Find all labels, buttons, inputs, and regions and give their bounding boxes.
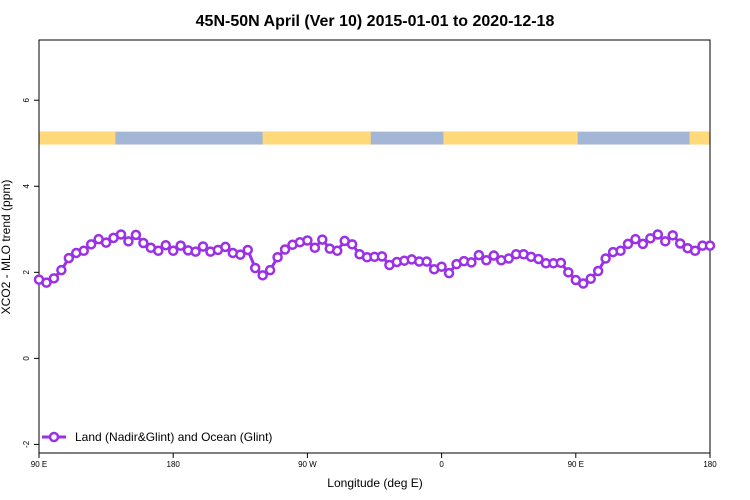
data-point — [674, 238, 686, 249]
data-point — [153, 245, 164, 257]
chart-title: 45N-50N April (Ver 10) 2015-01-01 to 202… — [196, 13, 555, 30]
data-point — [302, 235, 313, 246]
land-segment — [689, 131, 710, 145]
series-group — [33, 229, 716, 289]
ocean-band — [39, 131, 710, 145]
land-segment — [39, 131, 116, 145]
data-point — [317, 234, 328, 245]
y-tick-label: 0 — [22, 356, 31, 361]
land-ocean-band — [39, 131, 710, 145]
data-point — [630, 233, 641, 245]
data-point — [637, 238, 649, 250]
data-point — [503, 253, 514, 264]
land-segment — [443, 131, 578, 145]
land-segment — [262, 131, 371, 145]
data-point — [622, 238, 634, 250]
data-point — [175, 240, 186, 251]
data-point — [436, 261, 447, 272]
y-axis-label: XCO2 - MLO trend (ppm) — [0, 180, 13, 315]
x-axis: 90 E 180 90 W 0 90 E 180 — [31, 453, 717, 469]
data-point — [41, 277, 52, 288]
data-point — [48, 273, 60, 284]
data-point — [533, 253, 544, 265]
data-point — [257, 270, 268, 281]
data-point — [704, 240, 716, 251]
x-tick-label: 180 — [703, 460, 717, 469]
data-point — [346, 239, 358, 250]
y-tick-label: 6 — [22, 97, 31, 102]
data-point — [466, 257, 477, 268]
data-point — [279, 244, 291, 255]
data-point — [78, 245, 89, 257]
data-point — [376, 251, 388, 262]
data-point — [660, 236, 671, 247]
data-point — [197, 241, 209, 252]
x-tick-label: 90 W — [298, 460, 317, 469]
legend: Land (Nadir&Glint) and Ocean (Glint) — [42, 430, 272, 444]
data-point — [100, 237, 112, 248]
data-point — [473, 249, 485, 261]
legend-marker — [48, 431, 60, 443]
data-point — [615, 245, 626, 257]
data-point — [235, 249, 246, 260]
y-tick-label: 2 — [22, 270, 31, 275]
data-point — [578, 278, 589, 289]
data-point — [592, 265, 604, 277]
data-point — [272, 252, 283, 263]
x-tick-label: 0 — [439, 460, 444, 469]
data-point — [600, 253, 611, 264]
data-point — [652, 229, 664, 240]
data-point — [264, 264, 276, 276]
data-point — [421, 256, 432, 267]
data-point — [242, 244, 254, 256]
data-point — [689, 245, 701, 257]
y-tick-label: 4 — [22, 183, 31, 188]
data-point — [130, 229, 142, 241]
x-tick-label: 180 — [167, 460, 181, 469]
x-tick-label: 90 E — [31, 460, 47, 469]
y-axis: -2 0 2 4 6 — [22, 97, 39, 448]
data-point — [123, 236, 134, 247]
data-point — [563, 267, 574, 278]
data-point — [488, 250, 500, 261]
x-axis-label: Longitude (deg E) — [327, 476, 422, 490]
data-point — [220, 241, 231, 253]
data-point — [63, 252, 75, 264]
data-point — [331, 245, 343, 257]
data-point — [309, 242, 321, 254]
data-point — [249, 262, 261, 274]
data-point — [667, 230, 678, 241]
data-point — [115, 229, 127, 240]
data-point — [167, 245, 179, 257]
data-point — [585, 273, 596, 285]
data-point — [85, 239, 97, 250]
data-point — [56, 264, 67, 276]
x-tick-label: 90 E — [568, 460, 584, 469]
y-tick-label: -2 — [22, 440, 31, 448]
data-point — [443, 267, 455, 279]
data-point — [190, 246, 201, 257]
data-point — [555, 257, 567, 269]
data-point — [481, 255, 492, 266]
data-point — [138, 237, 149, 249]
legend-label: Land (Nadir&Glint) and Ocean (Glint) — [75, 430, 272, 444]
data-point — [160, 239, 171, 251]
